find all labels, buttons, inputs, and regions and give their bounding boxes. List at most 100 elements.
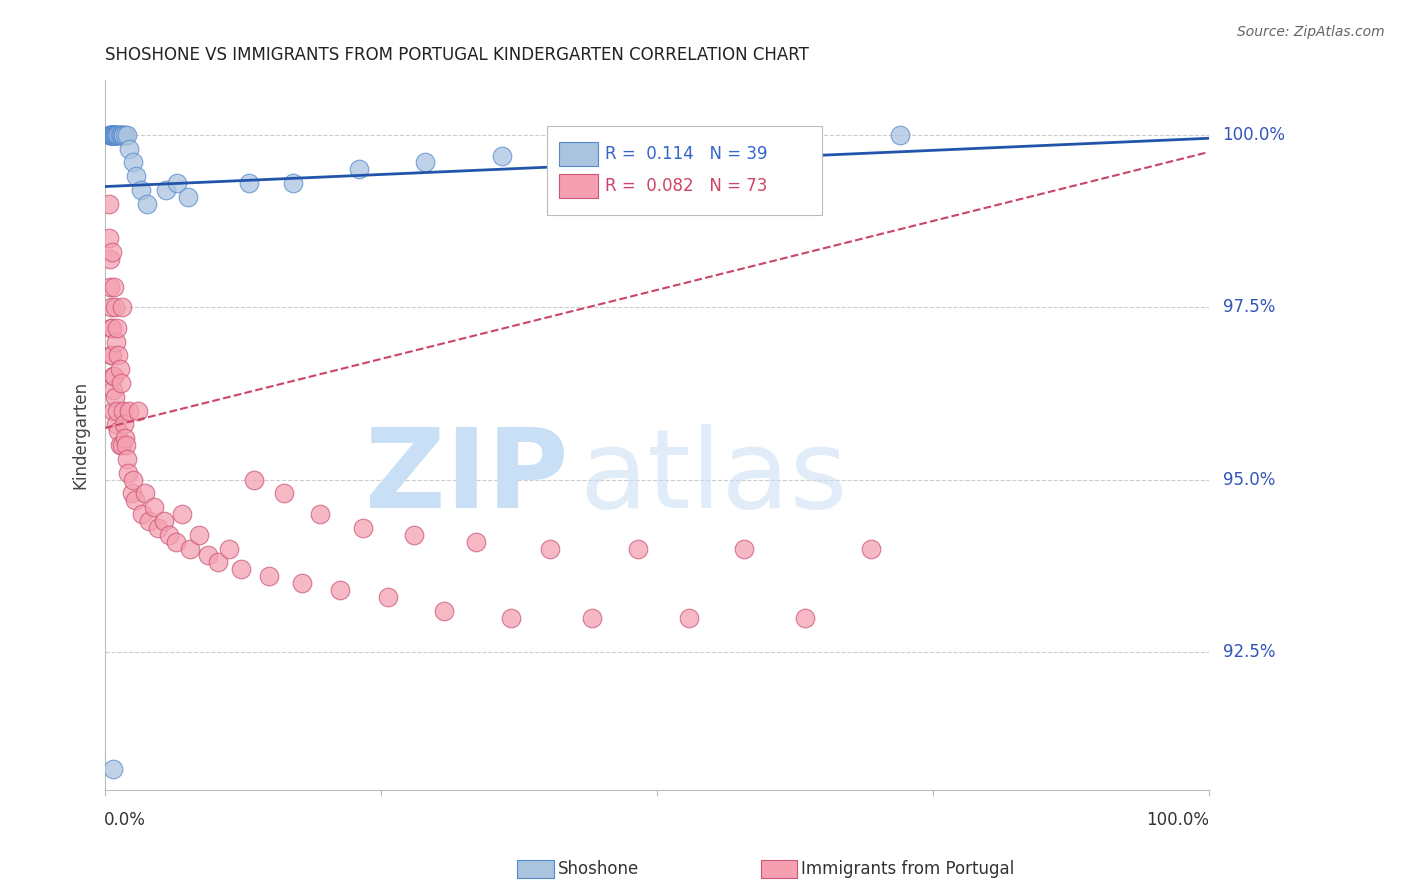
Point (112, 417, 135, 432)
Point (107, 128, 129, 142)
Point (105, 128, 128, 142)
Point (101, 128, 124, 142)
Point (377, 590, 399, 604)
Point (129, 183, 152, 197)
Point (104, 128, 127, 142)
Point (404, 528, 426, 542)
Point (111, 403, 134, 417)
Point (103, 128, 125, 142)
Point (152, 514, 174, 528)
Point (148, 521, 170, 535)
Point (134, 486, 156, 500)
Point (101, 128, 124, 142)
Point (347, 162, 370, 177)
Point (117, 452, 139, 467)
Point (105, 128, 128, 142)
Point (105, 334, 128, 349)
Point (166, 176, 188, 190)
Point (97, 196, 120, 211)
Text: 97.5%: 97.5% (1223, 298, 1275, 317)
Point (108, 438, 131, 452)
Point (756, 135, 779, 149)
Point (101, 128, 124, 142)
Point (98, 279, 121, 293)
Point (889, 128, 911, 142)
Point (100, 300, 122, 314)
Point (197, 549, 219, 563)
Point (678, 610, 700, 624)
Point (100, 128, 122, 142)
Point (117, 128, 139, 142)
Point (101, 128, 124, 142)
Point (172, 507, 194, 521)
Point (413, 155, 436, 169)
Point (465, 534, 488, 549)
Point (124, 493, 146, 508)
Point (121, 155, 143, 169)
Point (101, 403, 124, 417)
Point (243, 473, 266, 487)
Point (118, 403, 141, 417)
Point (101, 369, 124, 384)
Point (218, 541, 240, 556)
Point (115, 438, 138, 452)
Point (165, 534, 187, 549)
Text: Shoshone: Shoshone (558, 860, 640, 878)
Point (101, 762, 124, 776)
Point (114, 128, 136, 142)
Text: ZIP: ZIP (366, 424, 568, 531)
Point (733, 541, 755, 556)
Point (110, 128, 132, 142)
FancyBboxPatch shape (558, 174, 599, 198)
Point (125, 169, 148, 184)
Point (238, 176, 260, 190)
Point (97, 231, 120, 245)
Point (101, 383, 124, 397)
Point (491, 148, 513, 162)
Point (136, 196, 159, 211)
Point (103, 369, 125, 384)
Text: SHOSHONE VS IMMIGRANTS FROM PORTUGAL KINDERGARTEN CORRELATION CHART: SHOSHONE VS IMMIGRANTS FROM PORTUGAL KIN… (105, 46, 808, 64)
Point (433, 604, 456, 618)
Point (103, 128, 125, 142)
Point (114, 431, 136, 445)
Point (155, 183, 177, 197)
Point (100, 349, 122, 363)
Point (100, 128, 122, 142)
Point (177, 190, 200, 204)
Point (101, 128, 124, 142)
Point (127, 403, 149, 417)
Point (104, 128, 127, 142)
Point (538, 541, 561, 556)
Point (627, 541, 650, 556)
Point (100, 321, 122, 335)
Point (207, 555, 229, 569)
Point (98, 252, 121, 266)
Point (104, 300, 127, 314)
Text: 100.0%: 100.0% (1223, 126, 1285, 144)
Point (121, 486, 143, 500)
Point (273, 486, 295, 500)
Text: Immigrants from Portugal: Immigrants from Portugal (801, 860, 1015, 878)
Point (121, 473, 143, 487)
Point (101, 349, 124, 363)
Point (110, 376, 132, 390)
Point (118, 142, 141, 156)
Point (105, 417, 128, 432)
Text: R =  0.082   N = 73: R = 0.082 N = 73 (605, 178, 768, 195)
Text: 95.0%: 95.0% (1223, 471, 1275, 489)
Text: 0.0%: 0.0% (104, 811, 146, 829)
Point (281, 176, 304, 190)
Text: Source: ZipAtlas.com: Source: ZipAtlas.com (1237, 25, 1385, 39)
Point (793, 610, 815, 624)
Point (98, 128, 121, 142)
Point (107, 425, 129, 439)
Point (131, 507, 153, 521)
Point (105, 403, 128, 417)
Point (142, 500, 165, 515)
Point (105, 128, 128, 142)
Text: R =  0.114   N = 39: R = 0.114 N = 39 (605, 145, 768, 163)
Y-axis label: Kindergarten: Kindergarten (72, 381, 89, 489)
Point (501, 610, 523, 624)
Point (117, 466, 139, 480)
